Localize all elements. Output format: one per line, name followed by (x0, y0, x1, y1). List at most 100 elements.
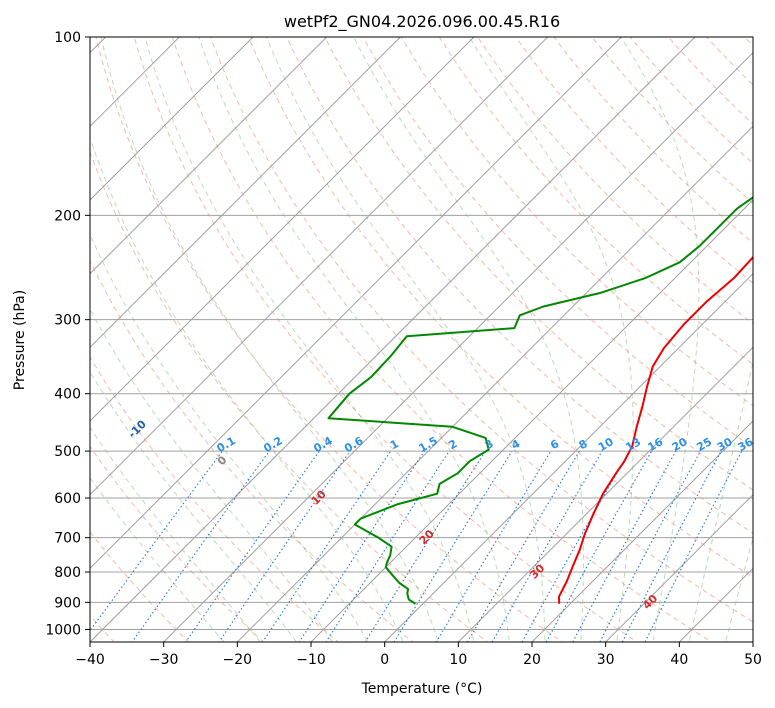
isotherm-line (0, 10, 59, 654)
isotherm-line (752, 641, 753, 642)
mixing-ratio-label: 3 (483, 437, 496, 452)
mixing-ratio-label: 1.5 (416, 434, 439, 455)
data-layer (327, 196, 753, 605)
isotherm-line (90, 37, 402, 349)
mixing-ratio-line (521, 450, 630, 642)
mixing-ratio-line (262, 450, 392, 642)
mixing-ratio-line (466, 450, 580, 642)
x-tick-label: 30 (597, 652, 615, 668)
mixing-ratio-label: 2 (446, 437, 459, 452)
y-tick-label: 400 (54, 387, 81, 403)
dry-adiabat-label: 40 (640, 592, 660, 612)
mixing-ratio-line (131, 450, 270, 642)
dry-adiabat (95, 37, 564, 642)
x-tick-label: 0 (380, 652, 389, 668)
x-tick-label: −40 (75, 652, 105, 668)
grid-layer (0, 10, 775, 654)
isotherm-line (90, 37, 696, 642)
mixing-ratio-line (545, 450, 653, 642)
mixing-ratio-line (185, 450, 320, 642)
y-tick-label: 300 (54, 313, 81, 329)
moist-adiabat (90, 136, 404, 642)
dry-adiabat (770, 24, 775, 649)
isotherm-line (90, 37, 254, 201)
x-tick-label: −30 (149, 652, 179, 668)
dry-adiabat (400, 37, 753, 407)
x-axis-label: Temperature (°C) (361, 681, 483, 697)
mixing-ratio-label: 0.2 (261, 434, 284, 455)
y-tick-label: 500 (54, 444, 81, 460)
moist-adiabat (688, 358, 753, 642)
chart-title: wetPf2_GN04.2026.096.00.45.R16 (284, 12, 560, 32)
moist-adiabat (90, 426, 261, 642)
mixing-ratio-line (364, 450, 486, 642)
mixing-ratio-line (298, 450, 425, 642)
x-tick-label: 40 (670, 652, 688, 668)
moist-adiabat (90, 370, 297, 642)
dry-adiabat (90, 356, 340, 642)
plot-frame (89, 36, 754, 643)
y-tick-label: 600 (54, 491, 81, 507)
isotherm-line (383, 272, 753, 642)
dry-adiabat (553, 37, 753, 244)
isotherm-line (90, 37, 549, 496)
moist-adiabat (90, 476, 225, 642)
mixing-ratio-label: 0.6 (342, 434, 366, 455)
mixing-ratio-label: 1 (388, 437, 401, 452)
dry-adiabat (362, 37, 753, 449)
isopleth-labels: -100-90-80-70-60-50-40-30-20-10010203040… (126, 417, 753, 612)
dry-adiabat (477, 37, 753, 325)
isotherm-line (90, 37, 623, 570)
moist-adiabat (90, 308, 333, 642)
moist-adiabat (725, 536, 753, 642)
dry-adiabat (515, 37, 753, 284)
dry-adiabat-label: 30 (527, 561, 547, 581)
isotherm-line (457, 346, 753, 642)
isotherm-line (604, 493, 753, 642)
mixing-ratio-line (325, 450, 450, 642)
x-tick-label: 10 (449, 652, 467, 668)
x-tick-label: −20 (223, 652, 253, 668)
dry-adiabat-label: 0 (215, 453, 230, 468)
isotherm-line (90, 37, 475, 422)
moist-adiabat (620, 37, 700, 642)
moist-adiabat (198, 37, 510, 642)
dry-adiabat (248, 37, 753, 578)
dry-adiabat (705, 37, 753, 86)
x-tick-label: −10 (296, 652, 326, 668)
mixing-ratio-line (218, 450, 351, 642)
moist-adiabat (353, 37, 584, 642)
y-axis-label: Pressure (hPa) (12, 290, 28, 390)
mixing-ratio-line (90, 450, 223, 632)
dry-adiabat (286, 37, 753, 534)
mixing-ratio-line (435, 450, 552, 642)
y-tick-label: 900 (54, 595, 81, 611)
dry-adiabat (133, 37, 638, 642)
dry-adiabat (744, 37, 753, 47)
dry-adiabat (324, 37, 753, 491)
dewpoint-profile (327, 196, 753, 605)
y-tick-label: 800 (54, 565, 81, 581)
y-tick-label: 1000 (45, 622, 81, 638)
isotherm-line (236, 125, 753, 642)
isotherm-line (531, 420, 753, 642)
dry-adiabat-label: 20 (417, 527, 437, 547)
mixing-ratio-line (621, 450, 722, 642)
dry-adiabat (90, 150, 489, 642)
mixing-ratio-label: 0.4 (311, 434, 335, 455)
isotherm-line (90, 37, 181, 128)
mixing-ratio-line (393, 450, 513, 642)
dry-adiabat (171, 37, 713, 642)
y-tick-label: 200 (54, 208, 81, 224)
x-tick-label: 50 (744, 652, 762, 668)
dry-adiabat (438, 37, 753, 366)
moist-adiabat (100, 37, 440, 642)
x-tick-label: 20 (523, 652, 541, 668)
mixing-ratio-line (599, 450, 701, 642)
moist-adiabat (266, 37, 546, 642)
y-tick-label: 700 (54, 531, 81, 547)
dry-adiabat-label: -10 (126, 417, 149, 440)
isotherm-line (310, 199, 753, 642)
